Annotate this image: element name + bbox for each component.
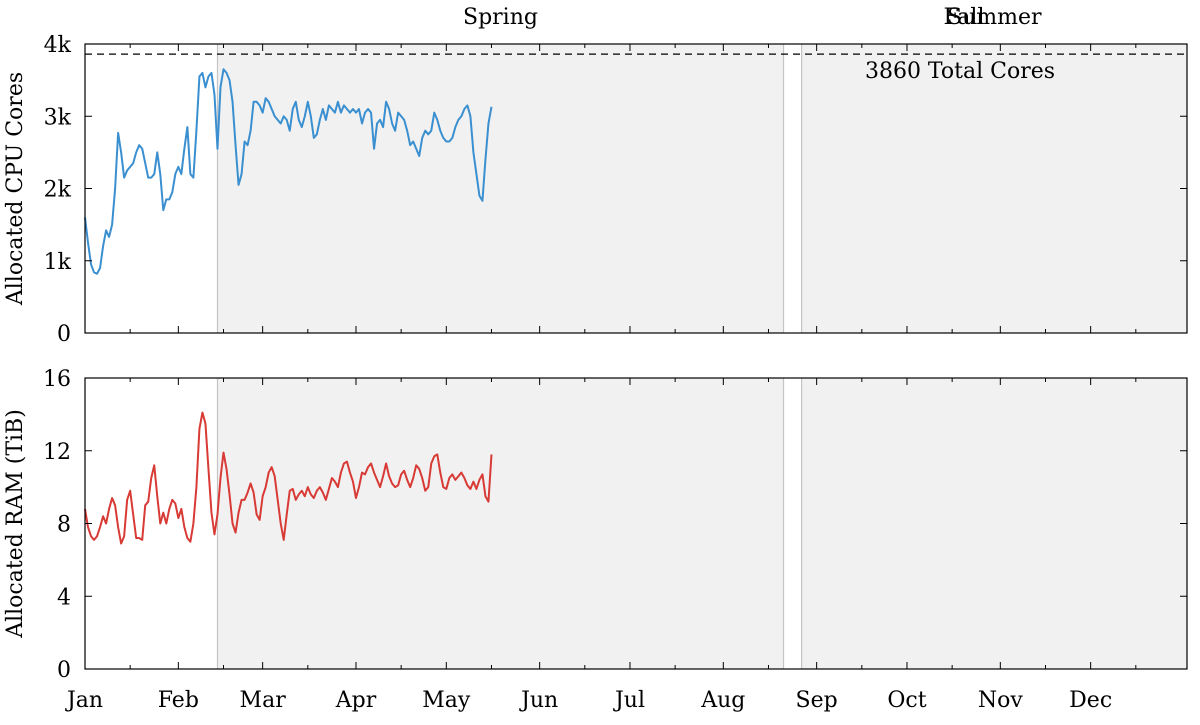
x-tick-label-jul: Jul — [613, 688, 645, 713]
x-tick-label-feb: Feb — [158, 688, 199, 713]
y-tick-label: 3k — [44, 105, 72, 130]
cpu-series-line — [84, 68, 493, 275]
x-tick-label-may: May — [422, 688, 471, 713]
x-tick-label-jun: Jun — [519, 688, 558, 713]
season-band-spring — [217, 378, 784, 669]
y-tick-label: 8 — [57, 513, 71, 538]
y-tick-label: 12 — [43, 440, 71, 465]
y-tick-label: 0 — [57, 658, 71, 683]
y-tick-label: 4 — [57, 585, 71, 610]
x-tick-label-nov: Nov — [978, 688, 1023, 713]
season-label-fall: Fall — [944, 5, 985, 30]
season-band-spring — [217, 44, 784, 333]
y-tick-label: 2k — [44, 178, 72, 203]
total-cores-label: 3860 Total Cores — [865, 59, 1055, 84]
season-label-spring: Spring — [463, 5, 538, 30]
y-axis-title: Allocated CPU Cores — [3, 72, 28, 306]
season-band-summer — [801, 378, 1187, 669]
x-tick-label-apr: Apr — [335, 688, 377, 713]
y-tick-label: 16 — [43, 367, 71, 392]
panel-ram: 0 4 8 12 16 Jan Feb Mar Apr May Jun Jul Aug Sep Oct Nov… — [3, 367, 1188, 713]
y-tick-label: 4k — [44, 33, 72, 58]
x-tick-label-dec: Dec — [1069, 688, 1112, 713]
x-tick-label-mar: Mar — [240, 688, 287, 713]
y-tick-label: 1k — [44, 250, 72, 275]
y-tick-label: 0 — [57, 322, 71, 347]
ram-series-line — [84, 411, 493, 545]
season-band-summer — [801, 44, 1187, 333]
panel-cpu: 3860 Total Cores 0 1k 2k 3k 4k Allocated CPU C… — [3, 33, 1188, 347]
season-label-summer: Summer — [947, 5, 1042, 30]
x-tick-label-oct: Oct — [887, 688, 926, 713]
x-tick-label-aug: Aug — [700, 688, 745, 713]
x-tick-label-sep: Sep — [796, 688, 838, 713]
y-axis-title: Allocated RAM (TiB) — [3, 409, 28, 639]
x-tick-label-jan: Jan — [65, 688, 103, 713]
